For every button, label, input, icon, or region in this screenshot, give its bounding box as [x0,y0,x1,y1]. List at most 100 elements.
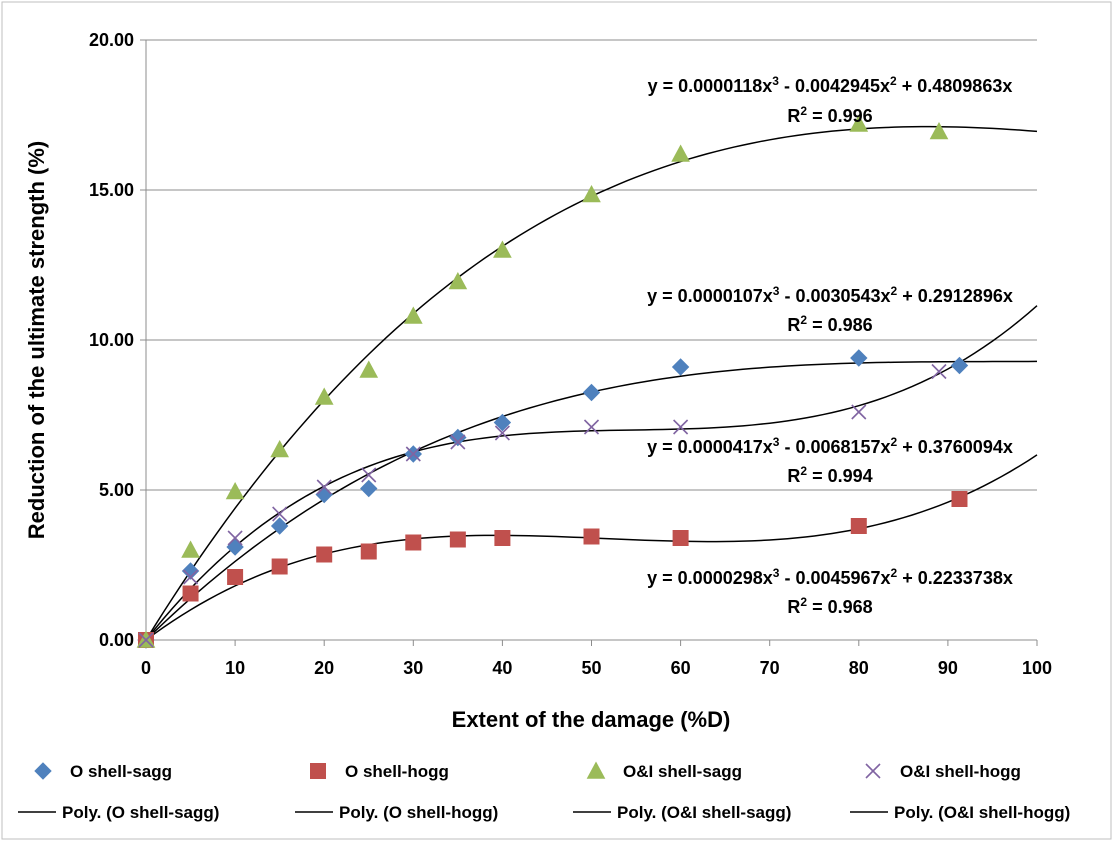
point-s2-8 [493,240,512,258]
point-s1-2 [227,569,244,585]
point-s1-6 [405,534,422,551]
point-s1-1 [182,585,199,602]
trend-equation-0: y = 0.0000107x3 - 0.0030543x2 + 0.291289… [647,284,1013,306]
point-s3-2-stroke-b [227,530,243,546]
point-s2-2 [225,481,245,500]
trend-equation-1: y = 0.0000298x3 - 0.0045967x2 + 0.223373… [647,566,1013,588]
trend-r2-3: R2 = 0.994 [787,464,872,486]
point-s3-6 [405,446,421,462]
point-s3-4 [316,479,332,495]
legend-label-1: O shell-hogg [345,762,449,781]
point-s3-1 [182,569,199,585]
point-s0-5 [360,479,378,498]
y-axis-title: Reduction of the ultimate strength (%) [24,141,49,539]
trendline-3 [145,305,1038,641]
point-s1-5 [360,543,377,560]
point-s2-9 [582,184,601,203]
y-tick-label-4: 20.00 [89,30,134,50]
y-tick-label-1: 5.00 [99,480,134,500]
point-s3-11 [851,404,867,420]
trendline-equations: y = 0.0000107x3 - 0.0030543x2 + 0.291289… [647,74,1013,617]
point-s3-7 [450,434,466,450]
point-s3-12-stroke-b [931,363,947,380]
point-s3-10 [673,419,689,435]
legend-trend-label-2: Poly. (O&I shell-sagg) [617,803,791,822]
point-s1-7 [449,531,466,548]
point-s2-1 [181,540,200,558]
point-s3-4-stroke-b [316,479,332,495]
point-s3-12 [931,363,947,380]
point-s3-0 [138,632,154,648]
point-s3-5-stroke-b [361,467,377,483]
point-s1-3 [271,558,288,575]
point-s3-9-stroke-b [583,419,600,435]
legend-label-2: O&I shell-sagg [623,762,742,781]
point-s3-10-stroke-b [673,419,689,435]
point-s3-9 [583,419,600,435]
point-s2-4 [314,387,334,405]
x-tick-label-0: 0 [141,658,151,678]
x-axis-title: Extent of the damage (%D) [452,707,731,732]
point-s3-8 [494,425,510,441]
point-s3-3 [272,506,288,522]
legend-label-3: O&I shell-hogg [900,762,1021,781]
legend-marker-3 [865,763,881,779]
point-s2-6 [403,306,423,324]
y-tick-label-3: 15.00 [89,180,134,200]
point-s1-12 [951,491,968,507]
point-s1-8 [494,530,511,546]
point-s2-7 [448,271,468,290]
point-s1-10 [672,530,689,546]
point-s3-6-stroke-b [405,446,421,462]
point-s3-8-stroke-b [494,425,510,441]
data-points [136,114,969,649]
point-s2-11 [849,114,869,132]
legend-marker-1 [310,763,326,779]
tick-labels: 0.00 5.00 10.00 15.00 20.00 0 10 20 30 40 50 60 70 80… [89,30,1052,678]
x-tick-label-10: 100 [1022,658,1052,678]
x-tick-label-2: 20 [314,658,334,678]
trend-r2-0: R2 = 0.986 [787,313,872,335]
trend-r2-1: R2 = 0.968 [787,595,872,617]
point-s2-10 [671,144,690,162]
y-tick-label-2: 10.00 [89,330,134,350]
legend-marker-2 [586,761,606,779]
point-s1-11 [850,518,867,534]
point-s2-5 [359,360,379,378]
point-s1-4 [316,546,333,563]
point-s2-3 [270,439,289,458]
point-s3-1-stroke-b [182,569,199,585]
point-s3-7-stroke-b [450,434,466,450]
point-s3-5 [361,467,377,483]
axes [140,39,1038,646]
legend-marker-3-stroke-b [865,763,881,779]
legend-marker-0 [34,762,52,780]
x-tick-label-1: 10 [225,658,245,678]
x-tick-label-7: 70 [760,658,780,678]
point-s3-0-stroke-b [138,632,154,648]
point-s0-9 [582,383,601,402]
point-s0-12 [950,356,969,375]
x-tick-label-3: 30 [403,658,423,678]
x-tick-label-6: 60 [671,658,691,678]
point-s0-1 [181,562,200,580]
y-tick-label-0: 0.00 [99,630,134,650]
point-s0-8 [493,413,512,432]
x-tick-label-9: 90 [938,658,958,678]
point-s0-7 [449,428,467,447]
legend-label-0: O shell-sagg [70,762,172,781]
x-tick-label-4: 40 [492,658,512,678]
trend-equation-3: y = 0.0000417x3 - 0.0068157x2 + 0.376009… [647,435,1013,457]
trend-equation-2: y = 0.0000118x3 - 0.0042945x2 + 0.480986… [648,74,1013,96]
point-s2-12 [929,121,949,140]
legend-trend-label-0: Poly. (O shell-sagg) [62,803,219,822]
point-s0-3 [270,517,289,535]
point-s0-11 [850,349,868,367]
legend-trend-label-1: Poly. (O shell-hogg) [339,803,498,822]
x-tick-label-8: 80 [849,658,869,678]
x-tick-label-5: 50 [581,658,601,678]
legend: O shell-sagg O shell-hogg O&I shell-sagg O&… [18,761,1070,822]
legend-trend-label-3: Poly. (O&I shell-hogg) [894,803,1070,822]
